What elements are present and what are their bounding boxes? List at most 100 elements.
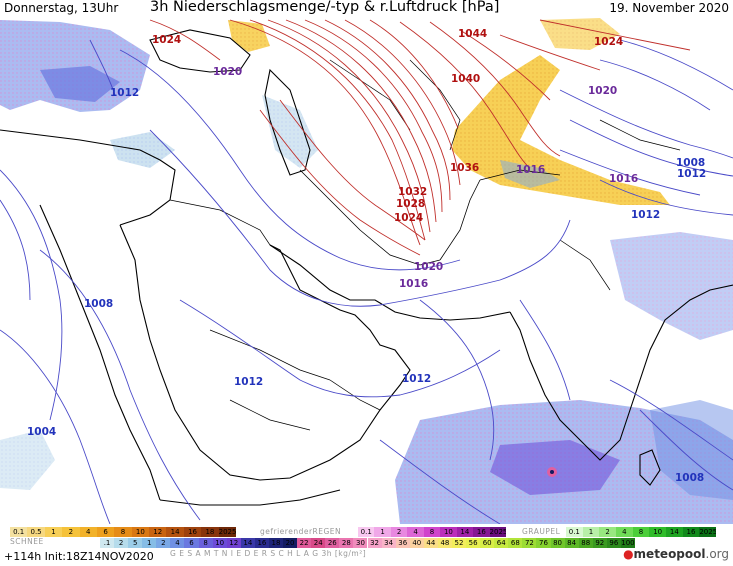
precip-sri-lanka (650, 400, 733, 500)
legend-total-cell: 2 (156, 538, 171, 548)
legend-total-cell: 52 (451, 538, 467, 548)
brand-logo[interactable]: ●meteopool.org (623, 547, 729, 561)
brand-dot-icon: ● (623, 547, 634, 561)
legend-freezing_rain-cell: 2025+ (489, 527, 506, 537)
legend-freezing_rain-cell: 10 (440, 527, 457, 537)
legend-graupel-cell: 2 (599, 527, 616, 537)
pressure-label: 1020 (213, 66, 242, 78)
pressure-label: 1032 (398, 186, 427, 198)
legend-total-cell: 5 (128, 538, 143, 548)
legend-total-cell: .1 (100, 538, 115, 548)
legend-total-cell: 8 (198, 538, 213, 548)
isobars-high (149, 19, 691, 256)
brand-suffix: .org (705, 547, 730, 561)
legend-graupel-cell: 1 (582, 527, 600, 537)
legend-snow-cell: 8 (114, 527, 132, 537)
legend-graupel-label: GRAUPEL (522, 527, 561, 536)
isobars-low (0, 39, 733, 524)
legend-freezing_rain-cell: 8 (423, 527, 441, 537)
legend-total-cell: 84 (564, 538, 579, 548)
pressure-label: 1036 (450, 162, 479, 174)
legend-total-cell: 2 (114, 538, 129, 548)
precip-red-sea (0, 430, 55, 490)
legend-freezing_rain-cell: 4 (407, 527, 424, 537)
map-title: 3h Niederschlagsmenge/-typ & r.Luftdruck… (150, 0, 500, 15)
legend-total-cell: 100 (620, 538, 635, 548)
legend-total-cell: 18 (268, 538, 284, 548)
pressure-label: 1008 (676, 157, 705, 169)
forecast-day-time: Donnerstag, 13Uhr (4, 1, 119, 15)
pressure-label: 1012 (677, 168, 706, 180)
legend-graupel-cell: 14 (666, 527, 683, 537)
legend-total-cell: 32 (367, 538, 382, 548)
legend-total-cell: 88 (578, 538, 593, 548)
legend-total-cell: 1 (142, 538, 157, 548)
legend-total-cell: 16 (254, 538, 269, 548)
pressure-label: 1012 (234, 376, 263, 388)
precip-caspian (262, 95, 318, 168)
legend-total-cell: 36 (395, 538, 410, 548)
precipitation-areas (0, 18, 733, 524)
legend-total-cell: 68 (508, 538, 523, 548)
pressure-label: 1008 (675, 472, 704, 484)
model-run-info: +114h Init:18Z14NOV2020 (4, 550, 154, 563)
pressure-label: 1012 (110, 87, 139, 99)
legend-graupel-cell: 16 (682, 527, 700, 537)
legend-snow-cell: 12 (149, 527, 167, 537)
legend-total-cell: 20 (283, 538, 298, 548)
legend-total-scale: .1 2 5 1 2 4 6 8 10 12 14 16 18 20 22 24 26 28 30 32 34 36 40 4… (100, 538, 635, 548)
pressure-label: 1044 (458, 28, 487, 40)
legend-total-cell: 34 (381, 538, 396, 548)
legend-freezing_rain-cell: 14 (456, 527, 474, 537)
pressure-label: 1016 (609, 173, 638, 185)
legend-snow-cell: 0.5 (27, 527, 45, 537)
legend-snow-cell: 1 (44, 527, 63, 537)
legend-total-cell: 96 (606, 538, 621, 548)
legend-snow-cell: 2025+ (218, 527, 236, 537)
legend-total-cell: 60 (480, 538, 495, 548)
precip-mediterranean-core (40, 66, 120, 102)
pressure-label: 1024 (394, 212, 423, 224)
precip-indian-ocean-core (490, 440, 620, 495)
precip-east-india (610, 232, 733, 340)
snow-northeast (540, 18, 620, 50)
legend-snow-cell: 18 (201, 527, 219, 537)
brand-name: meteopool (633, 547, 706, 561)
legend-graupel-cell: 0.1 (566, 527, 583, 537)
legend-snow-cell: 10 (131, 527, 150, 537)
legend-freezing_rain-cell: 1 (374, 527, 391, 537)
legend-total-cell: 26 (325, 538, 340, 548)
precip-tibet (500, 160, 560, 188)
precip-levant (110, 132, 175, 168)
legend-snow-cell: 14 (166, 527, 184, 537)
forecast-date: 19. November 2020 (609, 1, 729, 15)
pressure-label: 1004 (27, 426, 56, 438)
legend-freezing_rain-cell: 2 (390, 527, 408, 537)
pressure-label: 1024 (594, 36, 623, 48)
legend-total-cell: 4 (170, 538, 185, 548)
legend-total-cell: 56 (466, 538, 481, 548)
legend-graupel-cell: 4 (616, 527, 633, 537)
weather-map: 1024 1020 1012 1044 1024 1040 1020 1036 … (0, 18, 733, 524)
legend-snow-label: SCHNEE (10, 537, 44, 546)
legend-freezing_rain-cell: 16 (473, 527, 490, 537)
pressure-label: 1020 (414, 261, 443, 273)
map-header: Donnerstag, 13Uhr 3h Niederschlagsmenge/… (0, 0, 733, 20)
legend-snow-cell: 4 (79, 527, 97, 537)
legend-total-cell: 6 (184, 538, 199, 548)
legend-snow-cell: 0.1 (10, 527, 28, 537)
pressure-label: 1028 (396, 198, 425, 210)
legend-snow-cell: 16 (183, 527, 202, 537)
pressure-label: 1016 (516, 164, 545, 176)
legend-total-cell: 12 (226, 538, 241, 548)
legend-total-cell: 40 (409, 538, 424, 548)
legend-total-cell: 64 (494, 538, 509, 548)
pressure-label: 1016 (399, 278, 428, 290)
legend-snow-cell: 6 (96, 527, 115, 537)
pressure-label: 1040 (451, 73, 480, 85)
legend-total-cell: 28 (339, 538, 354, 548)
snow-caucasus (228, 20, 270, 52)
